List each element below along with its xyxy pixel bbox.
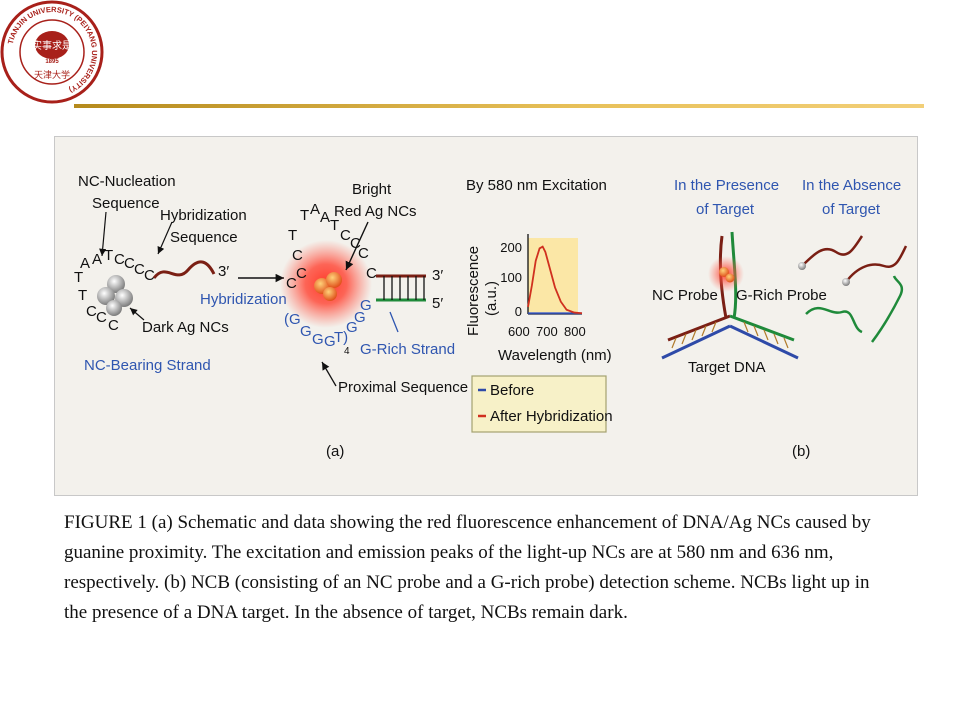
probe-cluster	[719, 267, 729, 277]
bright-label-2: Red Ag NCs	[334, 203, 417, 220]
plot-xlabel: Wavelength (nm)	[498, 347, 612, 364]
hybridization-strand	[152, 260, 216, 280]
svg-text:T: T	[78, 287, 87, 304]
xtick-800: 800	[564, 324, 586, 339]
three-prime-duplex-label: 3′	[432, 267, 443, 284]
guanine-letters: (GG G GT)G GG	[284, 297, 372, 350]
figure-caption: FIGURE 1 (a) Schematic and data showing …	[64, 512, 871, 623]
svg-text:C: C	[366, 265, 377, 282]
nc-nucleation-label: NC-Nucleation	[78, 173, 176, 190]
svg-text:C: C	[292, 247, 303, 264]
ytick-100: 100	[500, 270, 522, 285]
plot-title: By 580 nm Excitation	[466, 177, 607, 194]
presence-label-2: of Target	[696, 201, 755, 218]
svg-text:G: G	[360, 297, 372, 314]
svg-text:A: A	[80, 255, 90, 272]
xtick-700: 700	[536, 324, 558, 339]
svg-text:C: C	[286, 275, 297, 292]
five-prime-label: 5′	[432, 295, 443, 312]
svg-text:C: C	[96, 309, 107, 326]
panel-a-label: (a)	[326, 443, 344, 460]
legend-before: Before	[490, 382, 534, 399]
svg-text:A: A	[92, 251, 102, 268]
svg-text:A: A	[310, 201, 320, 218]
svg-text:C: C	[134, 261, 145, 278]
svg-text:T: T	[300, 207, 309, 224]
svg-text:C: C	[350, 235, 361, 252]
panel-b-label: (b)	[792, 443, 810, 460]
dark-ag-ncs-label: Dark Ag NCs	[142, 319, 229, 336]
svg-text:C: C	[144, 267, 155, 284]
series-line-1	[527, 245, 583, 315]
svg-text:C: C	[358, 245, 369, 262]
svg-text:G: G	[354, 309, 366, 326]
plot-legend	[471, 375, 607, 433]
g-rich-probe-label: G-Rich Probe	[736, 287, 827, 304]
svg-text:C: C	[124, 255, 135, 272]
excitation-band	[528, 238, 578, 312]
target-dna-label: Target DNA	[688, 359, 766, 376]
free-probes	[798, 235, 908, 343]
svg-text:G: G	[300, 323, 312, 340]
header-rule	[74, 104, 924, 108]
svg-text:T: T	[104, 247, 113, 264]
hybridization-sequence-label-2: Sequence	[170, 229, 238, 246]
absence-label-2: of Target	[822, 201, 881, 218]
proximal-sequence-label: Proximal Sequence	[338, 379, 468, 396]
hybridization-arrow-label: Hybridization	[200, 291, 287, 308]
svg-text:A: A	[320, 209, 330, 226]
svg-text:T): T)	[334, 329, 348, 346]
nc-nucleation-label-2: Sequence	[92, 195, 160, 212]
university-logo-seal: TIANJIN UNIVERSITY (PEIYANG UNIVERSITY) …	[0, 0, 104, 104]
svg-text:实事求是: 实事求是	[32, 39, 72, 52]
svg-text:C: C	[86, 303, 97, 320]
nc-probe-label: NC Probe	[652, 287, 718, 304]
svg-text:4: 4	[344, 346, 350, 357]
svg-text:C: C	[108, 317, 119, 334]
legend-after: After Hybridization	[490, 408, 613, 425]
figure-panel: NC-Nucleation Sequence Hybridization Seq…	[54, 136, 918, 496]
svg-text:T: T	[330, 217, 339, 234]
svg-text:天津大学: 天津大学	[34, 69, 70, 80]
svg-text:(G: (G	[284, 311, 301, 328]
svg-text:C: C	[296, 265, 307, 282]
plot-ylabel-unit: (a.u.)	[483, 281, 500, 316]
svg-text:G: G	[312, 331, 324, 348]
plot-ylabel: Fluorescence	[465, 246, 482, 336]
presence-label: In the Presence	[674, 177, 779, 194]
plot-series-group	[527, 245, 583, 315]
dark-ag-cluster	[97, 275, 133, 316]
bright-ag-cluster	[314, 272, 342, 301]
svg-text:C: C	[114, 251, 125, 268]
svg-text:G: G	[346, 319, 358, 336]
svg-text:G: G	[324, 333, 336, 350]
svg-text:T: T	[288, 227, 297, 244]
svg-text:1895: 1895	[45, 59, 59, 65]
absence-label: In the Absence	[802, 177, 901, 194]
ytick-200: 200	[500, 240, 522, 255]
g-rich-strand-label: G-Rich Strand	[360, 341, 455, 358]
svg-text:T: T	[74, 269, 83, 286]
xtick-600: 600	[508, 324, 530, 339]
hybridization-sequence-label: Hybridization	[160, 207, 247, 224]
bright-label: Bright	[352, 181, 392, 198]
svg-text:C: C	[340, 227, 351, 244]
three-prime-label: 3′	[218, 263, 229, 280]
ytick-0: 0	[515, 304, 522, 319]
nc-bearing-strand-label: NC-Bearing Strand	[84, 357, 211, 374]
